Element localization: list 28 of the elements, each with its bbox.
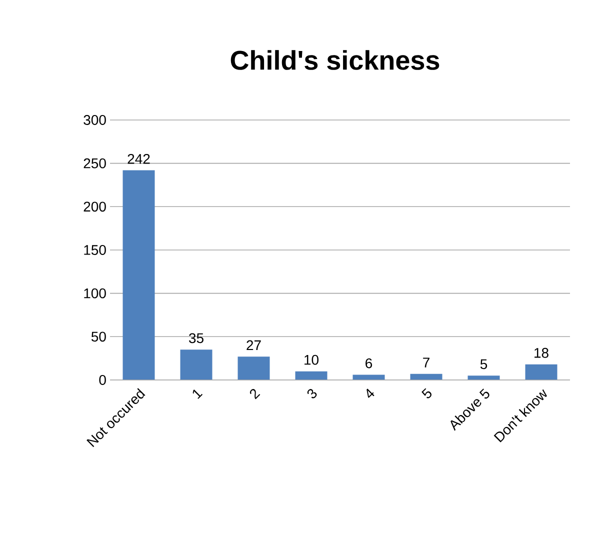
data-label: 27 xyxy=(246,340,261,350)
y-tick-label: 200 xyxy=(84,202,106,212)
bar xyxy=(122,170,155,380)
bar xyxy=(468,376,500,380)
y-tick-label: 100 xyxy=(84,288,106,298)
x-tick-label: 4 xyxy=(366,388,374,398)
data-label: 242 xyxy=(128,154,150,164)
bar xyxy=(295,371,328,380)
data-label: 6 xyxy=(366,358,372,368)
bar xyxy=(525,364,558,380)
y-tick-label: 50 xyxy=(91,332,106,342)
x-tick-label: 3 xyxy=(307,389,317,398)
x-tick-label: 5 xyxy=(422,388,432,398)
data-label: 18 xyxy=(534,348,548,358)
y-tick-label: 0 xyxy=(99,375,106,385)
x-tick-label: 2 xyxy=(250,389,260,400)
data-label: 35 xyxy=(189,333,204,344)
y-tick-label: 300 xyxy=(84,115,106,125)
data-label: 5 xyxy=(480,359,488,370)
bar xyxy=(180,350,212,380)
data-label: 10 xyxy=(304,354,318,365)
x-tick-label: 1 xyxy=(192,390,203,399)
chart-title: Child's sickness xyxy=(230,50,440,70)
bar xyxy=(410,374,442,380)
data-label: 7 xyxy=(423,358,430,368)
y-tick-label: 250 xyxy=(84,158,106,168)
bar xyxy=(238,356,270,380)
y-tick-label: 150 xyxy=(84,245,106,255)
